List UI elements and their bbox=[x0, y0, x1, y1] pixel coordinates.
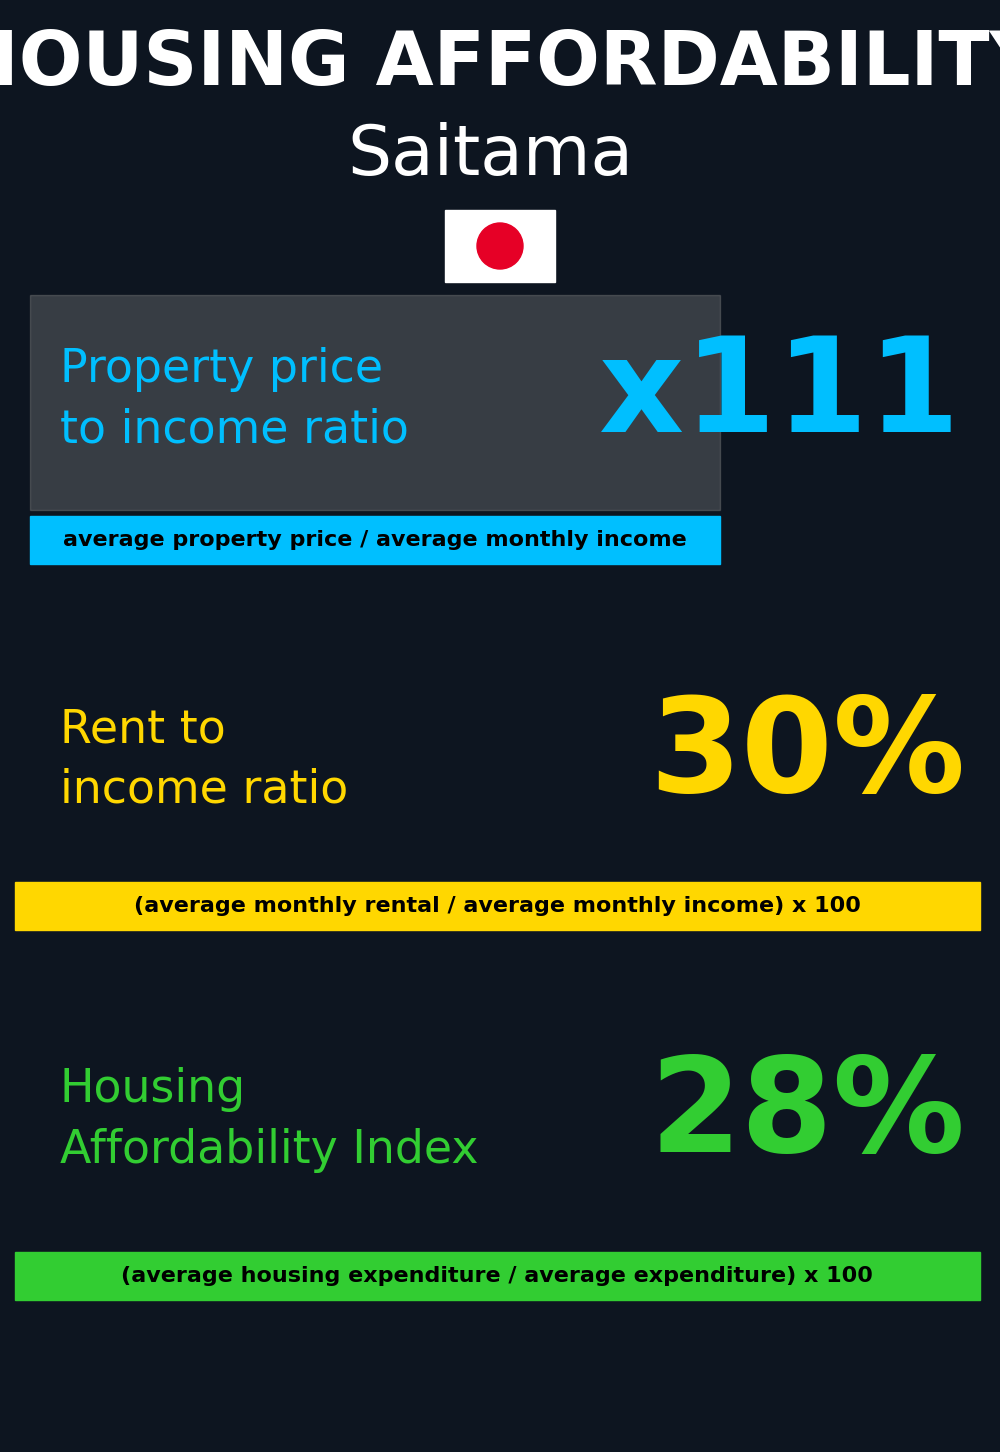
Text: Housing
Affordability Index: Housing Affordability Index bbox=[60, 1067, 479, 1173]
Text: 30%: 30% bbox=[649, 691, 965, 819]
Circle shape bbox=[477, 224, 523, 269]
Text: Saitama: Saitama bbox=[347, 122, 633, 189]
Text: x111: x111 bbox=[599, 331, 960, 459]
Text: HOUSING AFFORDABILITY: HOUSING AFFORDABILITY bbox=[0, 29, 1000, 102]
Text: (average housing expenditure / average expenditure) x 100: (average housing expenditure / average e… bbox=[121, 1266, 873, 1286]
Text: Rent to
income ratio: Rent to income ratio bbox=[60, 707, 348, 813]
Bar bbox=[445, 211, 555, 282]
Text: 28%: 28% bbox=[649, 1051, 965, 1179]
Bar bbox=[15, 881, 980, 929]
Text: (average monthly rental / average monthly income) x 100: (average monthly rental / average monthl… bbox=[134, 896, 860, 916]
Bar bbox=[30, 515, 720, 563]
Text: average property price / average monthly income: average property price / average monthly… bbox=[63, 530, 687, 550]
Bar bbox=[15, 1252, 980, 1300]
Bar bbox=[30, 295, 720, 510]
Text: Property price
to income ratio: Property price to income ratio bbox=[60, 347, 409, 453]
